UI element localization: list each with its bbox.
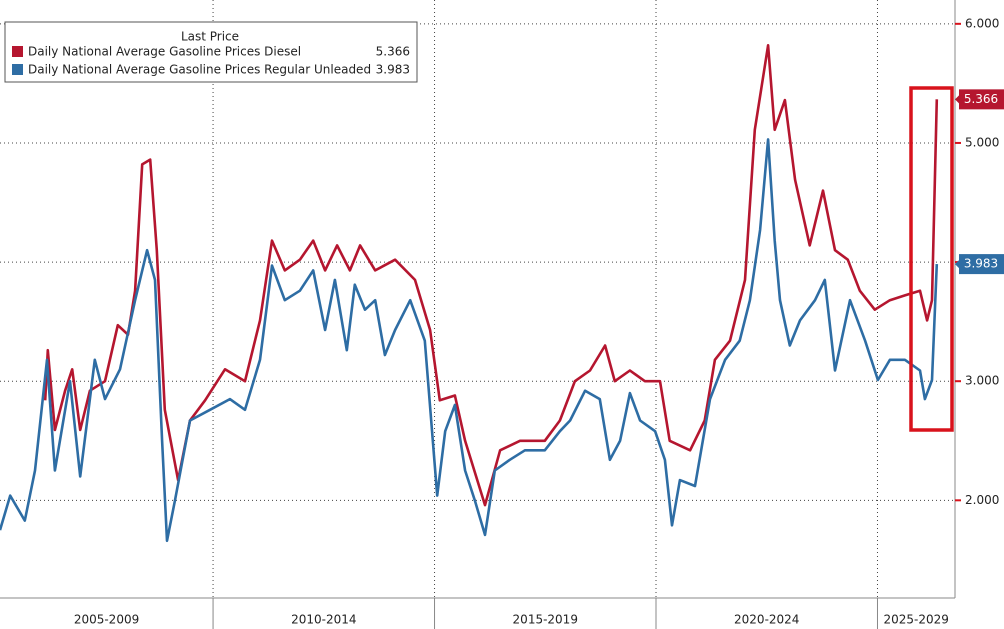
- highlight-box: [909, 86, 954, 432]
- x-period-label: 2015-2019: [513, 613, 578, 627]
- last-value-box: [959, 89, 1004, 110]
- x-period-label: 2020-2024: [734, 613, 799, 627]
- legend-value: 3.983: [376, 63, 410, 77]
- y-tick-label: 6.000: [965, 16, 999, 30]
- legend-label: Daily National Average Gasoline Prices R…: [28, 63, 371, 77]
- legend: [4, 21, 418, 83]
- last-value-label: 3.983: [964, 257, 998, 271]
- legend-title: Last Price: [181, 30, 239, 44]
- legend-value: 5.366: [376, 45, 410, 59]
- legend-label: Daily National Average Gasoline Prices D…: [28, 45, 301, 59]
- series-line: [0, 138, 939, 543]
- last-value-pointer: [955, 259, 960, 270]
- last-value-pointer: [955, 94, 960, 105]
- x-period-label: 2010-2014: [291, 613, 356, 627]
- last-value-label: 5.366: [964, 92, 998, 106]
- x-period-label: 2025-2029: [884, 613, 949, 627]
- y-tick-label: 5.000: [965, 135, 999, 149]
- series-line: [43, 44, 939, 507]
- y-tick-label: 2.000: [965, 493, 999, 507]
- legend-swatch: [12, 46, 23, 57]
- x-period-label: 2005-2009: [74, 613, 139, 627]
- legend-swatch: [12, 64, 23, 75]
- y-tick-label: 3.000: [965, 374, 999, 388]
- last-value-box: [959, 254, 1004, 275]
